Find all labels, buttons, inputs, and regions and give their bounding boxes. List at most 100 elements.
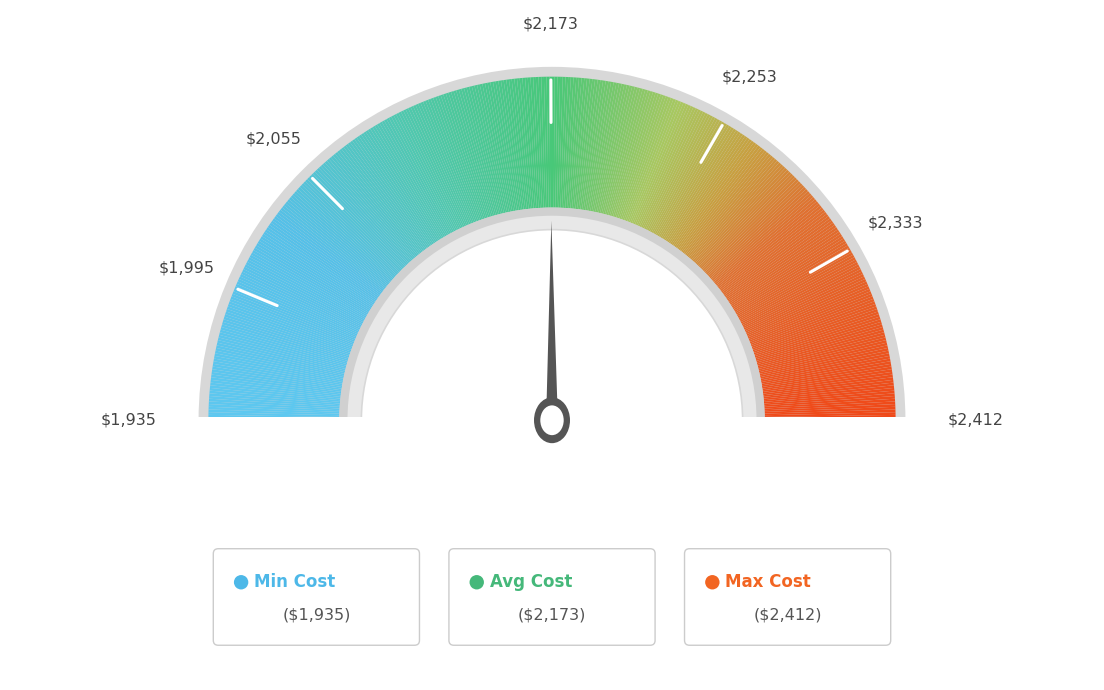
Wedge shape bbox=[232, 294, 354, 344]
Wedge shape bbox=[561, 77, 569, 208]
Wedge shape bbox=[448, 92, 489, 217]
Wedge shape bbox=[224, 317, 349, 357]
Wedge shape bbox=[280, 208, 385, 290]
Wedge shape bbox=[594, 83, 622, 212]
Wedge shape bbox=[747, 284, 869, 337]
Wedge shape bbox=[544, 77, 549, 208]
Wedge shape bbox=[225, 311, 350, 355]
Wedge shape bbox=[740, 259, 857, 322]
Wedge shape bbox=[268, 225, 376, 301]
Wedge shape bbox=[678, 144, 758, 250]
Wedge shape bbox=[230, 299, 353, 346]
Wedge shape bbox=[240, 274, 360, 331]
Wedge shape bbox=[221, 327, 348, 364]
Wedge shape bbox=[758, 335, 885, 369]
Wedge shape bbox=[752, 302, 875, 348]
Wedge shape bbox=[315, 170, 406, 266]
Wedge shape bbox=[681, 147, 763, 252]
Wedge shape bbox=[758, 337, 887, 371]
Wedge shape bbox=[725, 221, 834, 298]
Wedge shape bbox=[713, 195, 814, 282]
Wedge shape bbox=[348, 216, 756, 420]
Wedge shape bbox=[764, 393, 894, 405]
Wedge shape bbox=[237, 279, 358, 334]
Circle shape bbox=[469, 575, 484, 589]
Wedge shape bbox=[541, 77, 546, 208]
Wedge shape bbox=[670, 135, 745, 244]
Text: $2,055: $2,055 bbox=[245, 131, 301, 146]
Wedge shape bbox=[746, 279, 867, 334]
Wedge shape bbox=[428, 99, 477, 222]
Wedge shape bbox=[210, 385, 340, 400]
Wedge shape bbox=[754, 311, 879, 355]
Wedge shape bbox=[363, 132, 436, 242]
Wedge shape bbox=[209, 399, 340, 408]
Wedge shape bbox=[509, 79, 527, 209]
Wedge shape bbox=[550, 77, 552, 208]
Wedge shape bbox=[753, 306, 877, 351]
Wedge shape bbox=[750, 291, 871, 342]
Wedge shape bbox=[380, 122, 447, 237]
Wedge shape bbox=[753, 309, 878, 353]
Wedge shape bbox=[368, 129, 439, 241]
Wedge shape bbox=[210, 382, 340, 399]
Wedge shape bbox=[618, 93, 661, 219]
Wedge shape bbox=[687, 154, 771, 257]
Wedge shape bbox=[411, 106, 466, 226]
Wedge shape bbox=[751, 299, 874, 346]
Wedge shape bbox=[233, 291, 354, 342]
Wedge shape bbox=[215, 351, 343, 379]
Wedge shape bbox=[372, 126, 443, 239]
Wedge shape bbox=[760, 348, 889, 377]
Wedge shape bbox=[219, 335, 346, 369]
Wedge shape bbox=[721, 212, 827, 293]
Wedge shape bbox=[587, 81, 612, 210]
Wedge shape bbox=[601, 86, 633, 213]
Wedge shape bbox=[425, 100, 475, 222]
Wedge shape bbox=[361, 133, 435, 244]
Wedge shape bbox=[436, 96, 481, 220]
Wedge shape bbox=[718, 206, 821, 288]
Wedge shape bbox=[539, 77, 545, 208]
Wedge shape bbox=[732, 239, 845, 309]
Wedge shape bbox=[359, 135, 434, 244]
Wedge shape bbox=[352, 139, 429, 247]
Bar bbox=[61, 417, 1043, 689]
Wedge shape bbox=[501, 80, 522, 210]
Wedge shape bbox=[760, 343, 888, 374]
Wedge shape bbox=[661, 126, 732, 239]
Wedge shape bbox=[765, 417, 895, 420]
Wedge shape bbox=[250, 255, 365, 319]
Wedge shape bbox=[485, 83, 512, 212]
Wedge shape bbox=[290, 195, 391, 282]
Wedge shape bbox=[737, 253, 853, 318]
Wedge shape bbox=[578, 79, 597, 210]
Wedge shape bbox=[469, 86, 502, 214]
Wedge shape bbox=[755, 319, 881, 359]
Wedge shape bbox=[729, 229, 839, 304]
Wedge shape bbox=[331, 155, 416, 257]
Wedge shape bbox=[309, 175, 403, 270]
Wedge shape bbox=[209, 417, 339, 420]
Wedge shape bbox=[597, 84, 627, 213]
Wedge shape bbox=[378, 123, 445, 237]
Wedge shape bbox=[423, 101, 474, 223]
Wedge shape bbox=[507, 79, 526, 210]
Wedge shape bbox=[624, 97, 671, 221]
Wedge shape bbox=[247, 259, 364, 322]
Wedge shape bbox=[283, 206, 386, 288]
Wedge shape bbox=[279, 210, 384, 291]
Wedge shape bbox=[299, 185, 397, 276]
Wedge shape bbox=[616, 92, 658, 218]
Wedge shape bbox=[391, 115, 454, 233]
Wedge shape bbox=[211, 375, 341, 393]
Wedge shape bbox=[209, 409, 339, 415]
Wedge shape bbox=[666, 130, 739, 242]
Wedge shape bbox=[289, 197, 390, 284]
Wedge shape bbox=[479, 83, 509, 213]
Wedge shape bbox=[488, 82, 513, 211]
Wedge shape bbox=[236, 282, 358, 336]
Wedge shape bbox=[322, 163, 412, 262]
Wedge shape bbox=[446, 92, 488, 218]
Wedge shape bbox=[702, 177, 797, 271]
